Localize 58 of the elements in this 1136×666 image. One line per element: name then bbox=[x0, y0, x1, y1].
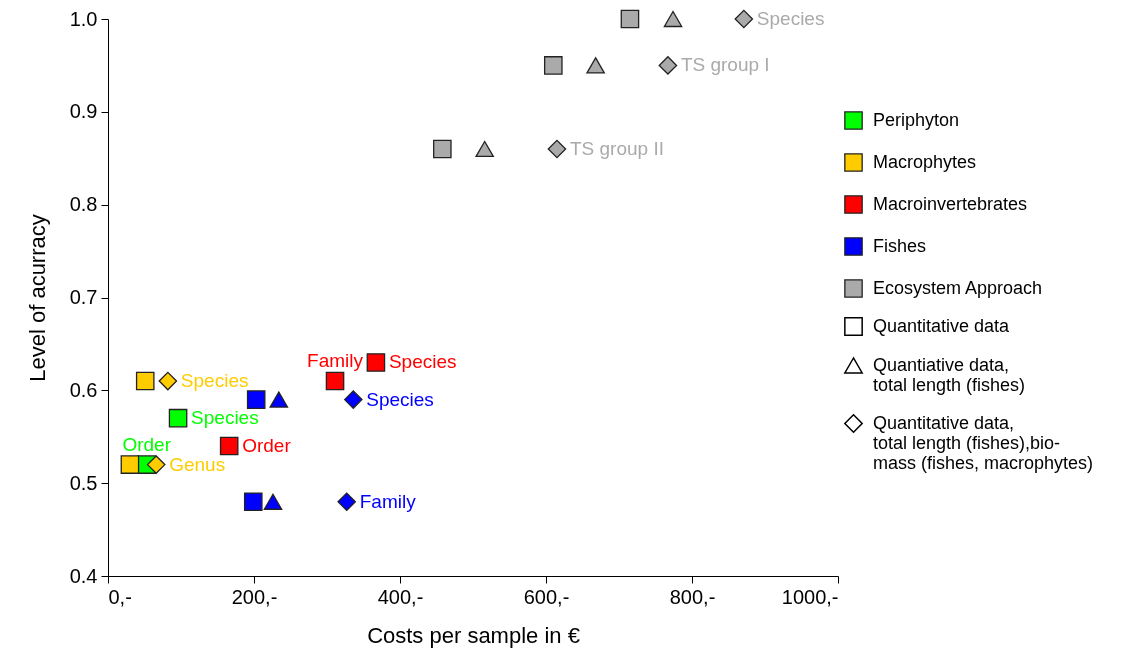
point bbox=[475, 140, 494, 158]
point bbox=[343, 390, 363, 409]
legend-label: Macroinvertebrates bbox=[873, 193, 1028, 214]
legend-label: Ecosystem Approach bbox=[873, 277, 1043, 298]
point bbox=[547, 139, 567, 159]
x-tick-label: 400,- bbox=[377, 585, 424, 608]
text: Quantiative data, total length (fishes) bbox=[873, 354, 1026, 395]
text: Quantitative data, total length (fishes),bio- mass (fishes, macrophytes) bbox=[873, 412, 1094, 473]
annotation: Genus bbox=[169, 453, 226, 475]
x-tick-label: 0,- bbox=[108, 585, 132, 608]
text: Quantitative data bbox=[873, 315, 1011, 336]
point bbox=[433, 139, 452, 159]
point bbox=[663, 10, 683, 28]
legend-label: Fishes bbox=[873, 235, 927, 256]
x-tick-label: 600,- bbox=[523, 585, 570, 608]
y-tick-label: 0.9 bbox=[69, 100, 98, 123]
point bbox=[135, 371, 155, 391]
point bbox=[246, 390, 266, 409]
x-tick-label: 800,- bbox=[669, 585, 716, 608]
annotation: Order bbox=[122, 433, 172, 455]
y-axis-title: Level of acurracy bbox=[24, 214, 50, 382]
point bbox=[620, 9, 640, 29]
annotation: TS group I bbox=[680, 54, 770, 76]
point bbox=[219, 436, 239, 456]
point bbox=[120, 455, 140, 474]
point bbox=[243, 492, 263, 512]
annotation: Family bbox=[359, 490, 417, 512]
point bbox=[734, 9, 754, 29]
point bbox=[168, 408, 188, 428]
point bbox=[146, 455, 166, 474]
point bbox=[366, 353, 386, 372]
x-tick-label: 1000,- bbox=[781, 585, 839, 608]
point bbox=[263, 493, 283, 510]
legend-label: Periphyton bbox=[873, 109, 960, 130]
x-axis-title: Costs per sample in € bbox=[367, 622, 580, 648]
y-tick-label: 0.5 bbox=[69, 471, 98, 494]
annotation: TS group II bbox=[569, 137, 664, 159]
annotation: Species bbox=[388, 351, 457, 373]
annotation: Species bbox=[366, 388, 434, 410]
point bbox=[586, 57, 605, 74]
y-tick-label: 0.6 bbox=[69, 378, 98, 401]
legend-label: Macrophytes bbox=[873, 151, 977, 172]
annotation: Order bbox=[242, 435, 292, 457]
point bbox=[543, 56, 563, 75]
point bbox=[337, 492, 357, 512]
annotation: Species bbox=[191, 407, 259, 429]
point bbox=[325, 371, 345, 391]
y-tick-label: 0.8 bbox=[69, 193, 98, 216]
annotation: Family bbox=[307, 350, 364, 372]
y-tick-label: 1.0 bbox=[69, 7, 98, 30]
x-tick-label: 200,- bbox=[231, 585, 278, 608]
annotation: Species bbox=[756, 8, 825, 29]
y-tick-label: 0.4 bbox=[69, 564, 98, 587]
point bbox=[658, 56, 678, 75]
annotation: Species bbox=[180, 370, 249, 392]
point bbox=[158, 371, 178, 391]
point bbox=[269, 391, 289, 408]
y-tick-label: 0.7 bbox=[69, 286, 98, 308]
